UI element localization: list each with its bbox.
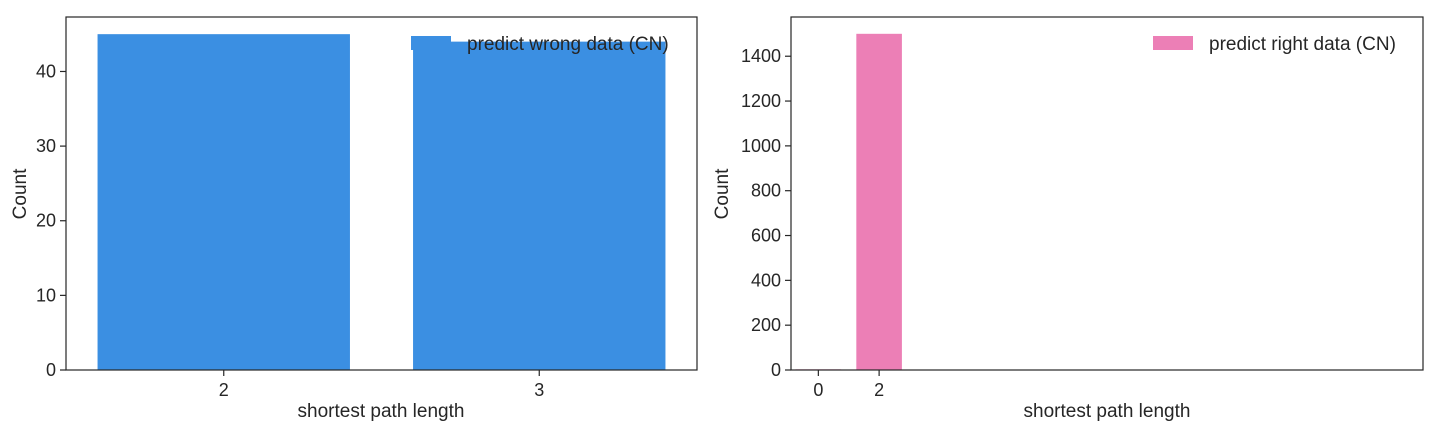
right-y-axis-label: Count (712, 168, 733, 219)
bar-2 (97, 34, 350, 370)
left-bars-group (97, 34, 666, 371)
left-plot-frame (65, 16, 698, 371)
y-tick-label-800: 800 (751, 181, 781, 201)
right-plot-frame (790, 16, 1424, 371)
y-tick-label-0: 0 (771, 360, 781, 380)
bar-2 (856, 33, 902, 371)
right-bars-group (795, 33, 902, 371)
right-y-axis: 0 200 400 600 800 1000 1200 1400 (741, 46, 791, 380)
y-tick-label-400: 400 (751, 270, 781, 290)
left-y-axis: 0 10 20 30 40 (36, 61, 66, 380)
x-tick-label-2: 2 (874, 380, 884, 400)
y-tick-label-1400: 1400 (741, 46, 781, 66)
y-tick-label-200: 200 (751, 315, 781, 335)
left-x-axis-label: shortest path length (298, 401, 465, 422)
y-tick-label-1000: 1000 (741, 136, 781, 156)
y-tick-label-30: 30 (36, 136, 56, 156)
right-legend: predict right data (CN) (1153, 34, 1396, 55)
y-tick-label-0: 0 (46, 360, 56, 380)
x-tick-label-2: 2 (219, 380, 229, 400)
left-legend: predict wrong data (CN) (411, 34, 669, 55)
y-tick-label-40: 40 (36, 61, 56, 81)
left-legend-label: predict wrong data (CN) (467, 34, 669, 55)
left-y-axis-label: Count (10, 168, 31, 219)
left-legend-swatch (411, 36, 451, 50)
y-tick-label-1200: 1200 (741, 91, 781, 111)
bar-3 (413, 41, 666, 371)
right-legend-label: predict right data (CN) (1209, 34, 1396, 55)
y-tick-label-600: 600 (751, 226, 781, 246)
y-tick-label-10: 10 (36, 285, 56, 305)
x-tick-label-3: 3 (534, 380, 544, 400)
right-legend-swatch (1153, 36, 1193, 50)
x-tick-label-0: 0 (813, 380, 823, 400)
y-tick-label-20: 20 (36, 211, 56, 231)
right-x-axis-label: shortest path length (1024, 401, 1191, 422)
